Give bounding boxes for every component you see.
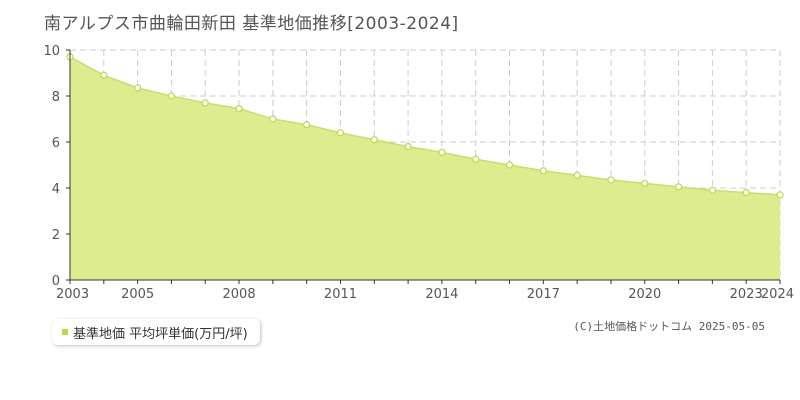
y-tick-label: 6 (52, 136, 60, 151)
x-tick-label: 2014 (425, 287, 458, 302)
x-tick-label: 2005 (121, 287, 154, 302)
series-line (69, 56, 781, 196)
data-point (303, 121, 311, 129)
data-point (742, 189, 750, 197)
legend: 基準地価 平均坪単価(万円/坪) (52, 319, 260, 345)
data-point (708, 186, 716, 194)
legend-marker (62, 329, 68, 335)
data-point (269, 115, 277, 123)
data-point (134, 84, 142, 92)
data-point (100, 71, 108, 79)
data-point (641, 179, 649, 187)
x-tick-label: 2008 (223, 287, 256, 302)
data-point (539, 167, 547, 175)
chart-title: 南アルプス市曲輪田新田 基準地価推移[2003-2024] (44, 14, 459, 34)
x-tick-label: 2011 (324, 287, 357, 302)
data-point (438, 148, 446, 156)
data-point (370, 136, 378, 144)
data-point (336, 129, 345, 137)
legend-label: 基準地価 平均坪単価(万円/坪) (73, 326, 248, 342)
data-point (776, 191, 784, 199)
data-point (167, 92, 176, 100)
data-point (573, 171, 581, 179)
y-tick-label: 10 (43, 44, 60, 59)
series-area (70, 56, 780, 281)
y-tick-label: 2 (52, 228, 60, 243)
x-tick-label: 2024 (761, 287, 794, 302)
y-tick-label: 0 (52, 274, 60, 289)
data-point (607, 176, 615, 184)
data-point (404, 143, 412, 151)
credit-text: (C)土地価格ドットコム 2025-05-05 (573, 320, 765, 333)
y-tick-label: 4 (52, 182, 60, 197)
x-tick-label: 2020 (628, 287, 661, 302)
x-tick-label: 2017 (527, 287, 560, 302)
x-tick-label: 2023 (730, 287, 763, 302)
y-tick-label: 8 (52, 90, 60, 105)
data-point (201, 99, 209, 107)
x-tick-label: 2003 (56, 287, 89, 302)
data-point (674, 183, 683, 191)
data-point (472, 155, 480, 163)
data-point (505, 161, 514, 169)
data-point (235, 105, 243, 113)
